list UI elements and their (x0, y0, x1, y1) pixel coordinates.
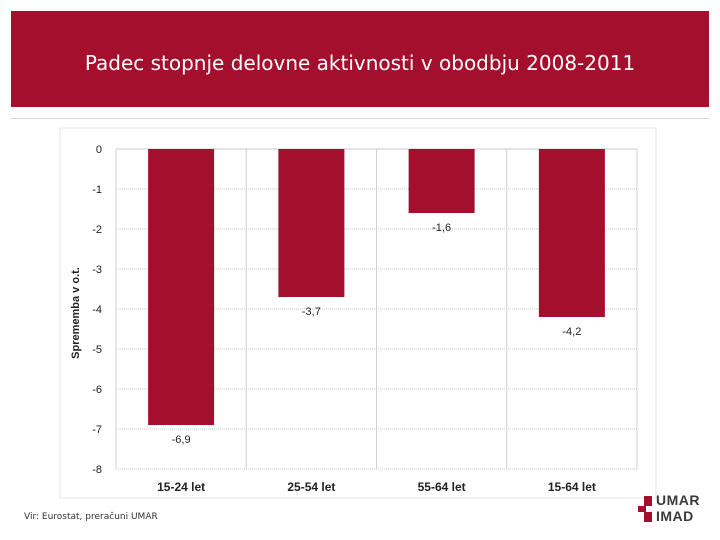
bar-25-54-let (278, 149, 345, 297)
x-tick-label: 55-64 let (418, 480, 466, 494)
bar-15-64-let (538, 149, 605, 317)
source-note: Vir: Eurostat, preračuni UMAR (24, 512, 158, 522)
y-tick-label: -2 (92, 224, 102, 236)
y-axis-title: Sprememba v o.t. (70, 267, 82, 359)
header-divider (11, 118, 709, 119)
chart-frame (59, 127, 657, 499)
x-tick-label: 15-24 let (157, 480, 205, 494)
y-tick-label: -8 (92, 464, 102, 476)
x-tick-label: 25-54 let (287, 480, 335, 494)
bar-15-24-let (148, 149, 215, 425)
data-label: -1,6 (432, 222, 451, 234)
logo-mark-icon (638, 496, 652, 522)
y-tick-label: -5 (92, 344, 102, 356)
data-label: -3,7 (302, 306, 321, 318)
y-tick-label: -7 (92, 424, 102, 436)
data-label: -6,9 (172, 434, 191, 446)
umar-logo: UMAR IMAD (638, 492, 714, 530)
data-label: -4,2 (562, 326, 581, 338)
y-tick-label: -3 (92, 264, 102, 276)
y-tick-label: 0 (96, 144, 102, 156)
title-banner: Padec stopnje delovne aktivnosti v obodb… (11, 11, 709, 107)
bar-55-64-let (408, 149, 475, 213)
y-tick-label: -4 (92, 304, 102, 316)
y-tick-label: -6 (92, 384, 102, 396)
logo-text-imad: IMAD (656, 508, 694, 524)
logo-text-umar: UMAR (656, 492, 700, 508)
y-tick-label: -1 (92, 184, 102, 196)
x-tick-label: 15-64 let (548, 480, 596, 494)
slide-title: Padec stopnje delovne aktivnosti v obodb… (84, 51, 636, 75)
